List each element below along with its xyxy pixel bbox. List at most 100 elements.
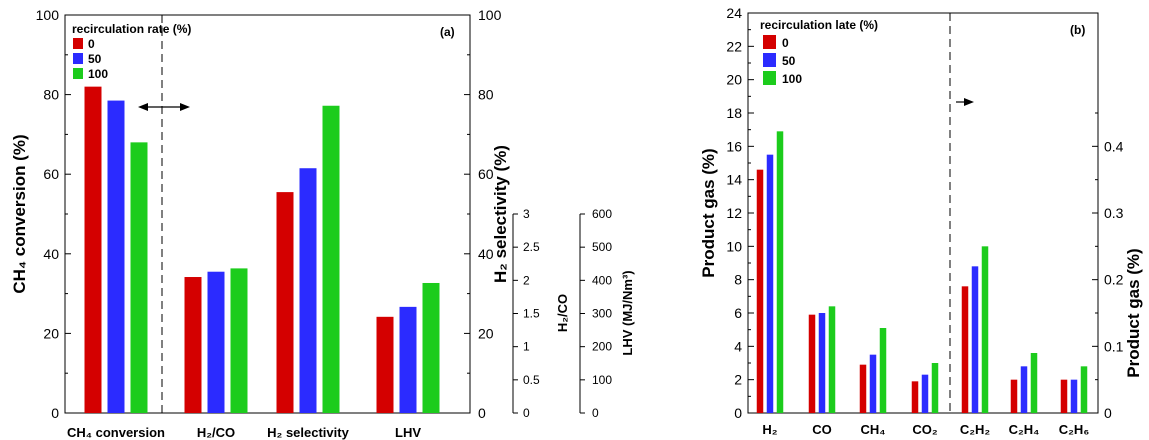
bar-a (376, 316, 394, 413)
y-tick-label-h2co: 1.5 (523, 307, 540, 321)
y-tick-label-left-b: 12 (726, 205, 742, 221)
x-category-label-b: CO (812, 422, 832, 437)
bar-a (322, 105, 340, 413)
arrowhead-right-b (964, 98, 974, 106)
y-tick-label-left-b: 16 (726, 138, 742, 154)
bar-b (971, 266, 979, 413)
y-tick-label-right-b: 0 (1104, 405, 1112, 421)
y-tick-label-right-b: 0.3 (1104, 205, 1124, 221)
legend-swatch-b (763, 53, 776, 67)
legend-label-b: 0 (782, 36, 789, 50)
x-category-label-b: C₂H₄ (1009, 422, 1040, 437)
bar-b (818, 313, 826, 413)
arrowhead-right-a (180, 103, 190, 111)
bar-b (981, 246, 989, 413)
x-category-label-a: CH₄ conversion (67, 425, 165, 440)
bar-b (808, 314, 816, 413)
y-axis-title-lhv: LHV (MJ/Nm³) (620, 270, 635, 355)
y-tick-label-lhv: 0 (592, 406, 599, 420)
x-category-label-a: H₂ selectivity (267, 425, 349, 440)
y-axis-title-left-b: Product gas (%) (699, 148, 718, 277)
bar-a (422, 282, 440, 413)
y-tick-label-left-a: 20 (43, 325, 59, 341)
bar-a (299, 168, 317, 413)
bar-a (276, 192, 294, 413)
legend-swatch-a (73, 38, 83, 49)
x-category-label-a: LHV (395, 425, 421, 440)
bar-b (869, 354, 877, 413)
y-tick-label-right-b: 0.2 (1104, 272, 1124, 288)
y-tick-label-left-b: 8 (734, 272, 742, 288)
panel-label-b: (b) (1070, 23, 1085, 37)
x-category-label-b: C₂H₆ (1059, 422, 1090, 437)
y-tick-label-lhv: 500 (592, 240, 612, 254)
y-tick-label-h2co: 1 (523, 340, 530, 354)
bar-a (184, 277, 202, 413)
bar-b (921, 374, 929, 413)
y-tick-label-left-b: 10 (726, 238, 742, 254)
bar-b (961, 286, 969, 413)
y-tick-label-left-a: 80 (43, 87, 59, 103)
bar-b (1010, 379, 1018, 413)
y-tick-label-lhv: 200 (592, 340, 612, 354)
bar-a (107, 100, 125, 413)
y-axis-title-right-b: Product gas (%) (1124, 248, 1143, 377)
y-tick-label-right-a: 40 (478, 246, 494, 262)
y-tick-label-left-b: 0 (734, 405, 742, 421)
x-category-label-b: H₂ (762, 422, 777, 437)
y-axis-title-right-a: H₂ selectivity (%) (491, 145, 510, 283)
bar-a (230, 268, 248, 413)
y-tick-label-left-a: 100 (36, 7, 60, 23)
y-tick-label-h2co: 0 (523, 406, 530, 420)
x-category-label-b: CO₂ (912, 422, 938, 437)
y-tick-label-right-a: 0 (478, 405, 486, 421)
legend-swatch-a (73, 68, 83, 79)
y-tick-label-right-b: 0.1 (1104, 338, 1124, 354)
bar-b (1020, 366, 1028, 413)
y-tick-label-left-a: 40 (43, 246, 59, 262)
y-tick-label-right-b: 0.4 (1104, 138, 1124, 154)
y-tick-label-left-b: 2 (734, 372, 742, 388)
bar-a (399, 306, 417, 413)
y-tick-label-left-b: 22 (726, 38, 742, 54)
bar-a (207, 271, 225, 413)
y-tick-label-left-a: 0 (51, 405, 59, 421)
y-tick-label-left-b: 24 (726, 5, 742, 21)
legend-label-a: 50 (88, 52, 102, 66)
bar-b (859, 364, 867, 413)
bar-b (931, 363, 939, 413)
legend-swatch-b (763, 71, 776, 85)
arrowhead-left-a (138, 103, 148, 111)
y-tick-label-left-b: 6 (734, 305, 742, 321)
bar-b (1060, 379, 1068, 413)
legend-swatch-a (73, 53, 83, 64)
y-tick-label-lhv: 600 (592, 207, 612, 221)
y-tick-label-right-a: 20 (478, 325, 494, 341)
legend-label-b: 50 (782, 54, 796, 68)
legend-label-b: 100 (782, 72, 802, 86)
y-tick-label-right-a: 60 (478, 166, 494, 182)
x-category-label-b: CH₄ (861, 422, 886, 437)
panel-label-a: (a) (440, 25, 455, 39)
legend-label-a: 0 (88, 37, 95, 51)
y-tick-label-h2co: 0.5 (523, 373, 540, 387)
bar-b (828, 306, 836, 413)
x-category-label-b: C₂H₂ (960, 422, 991, 437)
y-tick-label-lhv: 300 (592, 307, 612, 321)
bar-a (84, 86, 102, 413)
y-tick-label-right-a: 80 (478, 87, 494, 103)
bar-b (1080, 366, 1088, 413)
bar-b (1030, 353, 1038, 413)
y-tick-label-left-b: 14 (726, 172, 742, 188)
y-tick-label-h2co: 2 (523, 273, 530, 287)
legend-title-a: recirculation rate (%) (72, 22, 191, 36)
legend-swatch-b (763, 35, 776, 49)
legend-label-a: 100 (88, 67, 108, 81)
y-axis-title-h2co: H₂/CO (555, 294, 570, 332)
y-tick-label-left-b: 4 (734, 338, 742, 354)
bar-b (776, 131, 784, 414)
bar-b (766, 154, 774, 413)
y-tick-label-lhv: 100 (592, 373, 612, 387)
y-tick-label-left-b: 18 (726, 105, 742, 121)
legend-title-b: recirculation late (%) (760, 18, 878, 32)
